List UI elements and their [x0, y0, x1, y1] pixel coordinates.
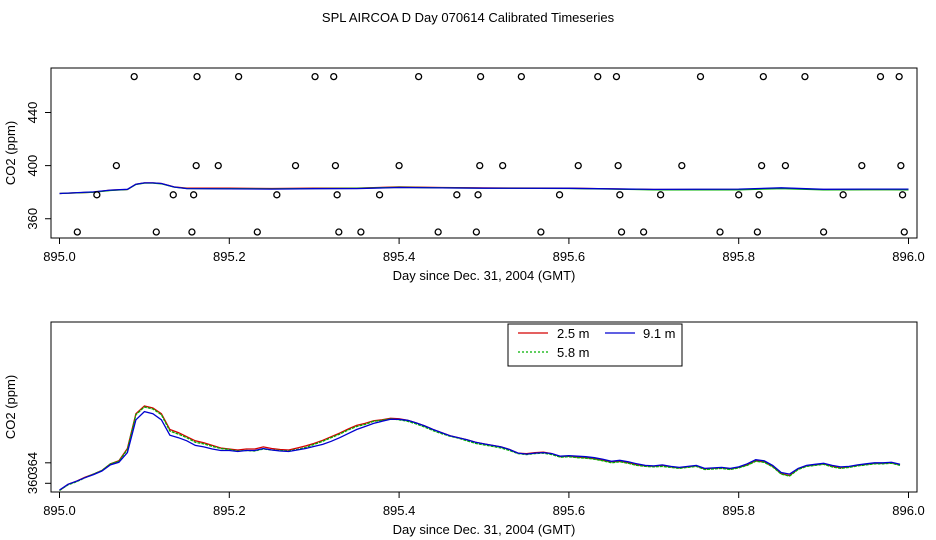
data-point: [757, 161, 766, 170]
data-point: [311, 72, 319, 81]
data-point: [453, 191, 461, 199]
data-point: [499, 161, 507, 170]
data-point: [395, 161, 403, 170]
data-point: [273, 191, 281, 199]
data-point: [434, 228, 442, 236]
data-point: [537, 228, 545, 236]
x-axis-label: Day since Dec. 31, 2004 (GMT): [393, 522, 576, 537]
data-point: [801, 72, 809, 81]
data-point: [234, 72, 243, 81]
x-tick-label: 895.4: [383, 249, 416, 264]
data-point: [639, 228, 648, 236]
y-axis-label: CO2 (ppm): [3, 375, 18, 439]
data-point: [73, 228, 81, 236]
top-panel: 895.0 895.2 895.4 895.6 895.8 896.0 360 400 440…: [3, 67, 925, 283]
data-point: [839, 191, 847, 199]
data-point: [188, 228, 196, 236]
data-point: [331, 161, 340, 170]
chart-title: SPL AIRCOA D Day 070614 Calibrated Times…: [322, 10, 615, 25]
data-point: [214, 161, 222, 170]
legend-label-9-1m: 9.1 m: [643, 326, 676, 341]
x-tick-label: 895.0: [43, 503, 76, 518]
data-point: [93, 191, 101, 199]
data-point: [876, 72, 885, 81]
data-point: [900, 228, 908, 236]
data-point: [517, 72, 526, 81]
data-point: [616, 191, 624, 199]
data-point: [193, 72, 201, 81]
y-tick-label: 400: [25, 155, 40, 177]
data-point: [472, 228, 481, 236]
data-point: [716, 228, 724, 236]
y-tick-label: 360: [25, 208, 40, 230]
data-point: [555, 191, 564, 199]
data-point: [192, 161, 200, 170]
data-point: [169, 191, 177, 199]
x-tick-label: 895.8: [722, 249, 755, 264]
data-point: [594, 72, 602, 81]
legend-box: [507, 323, 683, 367]
data-point: [291, 161, 300, 170]
data-point: [414, 72, 423, 81]
data-point: [333, 191, 341, 199]
y-tick-label: 440: [25, 102, 40, 124]
series-line-5-8-m: [59, 406, 901, 492]
x-tick-label: 895.4: [383, 503, 416, 518]
data-point: [895, 72, 903, 81]
data-point: [375, 191, 384, 199]
data-point: [696, 72, 705, 81]
series-line-9-1-m: [59, 410, 901, 491]
data-point: [617, 228, 626, 236]
x-axis-label: Day since Dec. 31, 2004 (GMT): [393, 268, 576, 283]
data-point: [253, 228, 261, 236]
data-point: [858, 161, 866, 170]
plot-frame: [50, 67, 918, 239]
x-tick-label: 895.2: [213, 503, 246, 518]
data-point: [753, 228, 762, 236]
x-tick-label: 895.8: [722, 503, 755, 518]
x-tick-label: 895.0: [43, 249, 76, 264]
series-line-9-1-m: [59, 182, 909, 195]
legend-label-5-8m: 5.8 m: [557, 345, 590, 360]
data-point: [898, 191, 907, 199]
data-point: [678, 161, 686, 170]
data-point: [781, 161, 790, 170]
data-point: [112, 161, 121, 170]
data-point: [819, 228, 828, 236]
y-axis-label: CO2 (ppm): [3, 121, 18, 185]
x-tick-label: 895.2: [213, 249, 246, 264]
data-point: [656, 191, 665, 199]
x-tick-label: 896.0: [892, 503, 925, 518]
data-point: [474, 191, 482, 199]
data-point: [755, 191, 763, 199]
data-point: [759, 72, 767, 81]
data-point: [612, 72, 621, 81]
y-tick-label: 360: [25, 472, 40, 494]
data-point: [897, 161, 905, 170]
data-point: [335, 228, 343, 236]
x-tick-label: 896.0: [892, 249, 925, 264]
data-point: [189, 191, 198, 199]
data-point: [476, 72, 485, 81]
legend: 2.5 m 9.1 m 5.8 m: [507, 323, 683, 367]
data-point: [130, 72, 138, 81]
x-tick-label: 895.6: [553, 249, 586, 264]
plot-frame: [50, 321, 918, 493]
data-point: [330, 72, 338, 81]
y-tick-label: 364: [25, 452, 40, 474]
data-point: [152, 228, 160, 236]
legend-label-2-5m: 2.5 m: [557, 326, 590, 341]
data-point: [357, 228, 365, 236]
data-point: [735, 191, 743, 199]
series-line-2-5-m: [59, 405, 901, 492]
data-point: [614, 161, 622, 170]
x-tick-label: 895.6: [553, 503, 586, 518]
data-point: [574, 161, 582, 170]
data-point: [476, 161, 484, 170]
